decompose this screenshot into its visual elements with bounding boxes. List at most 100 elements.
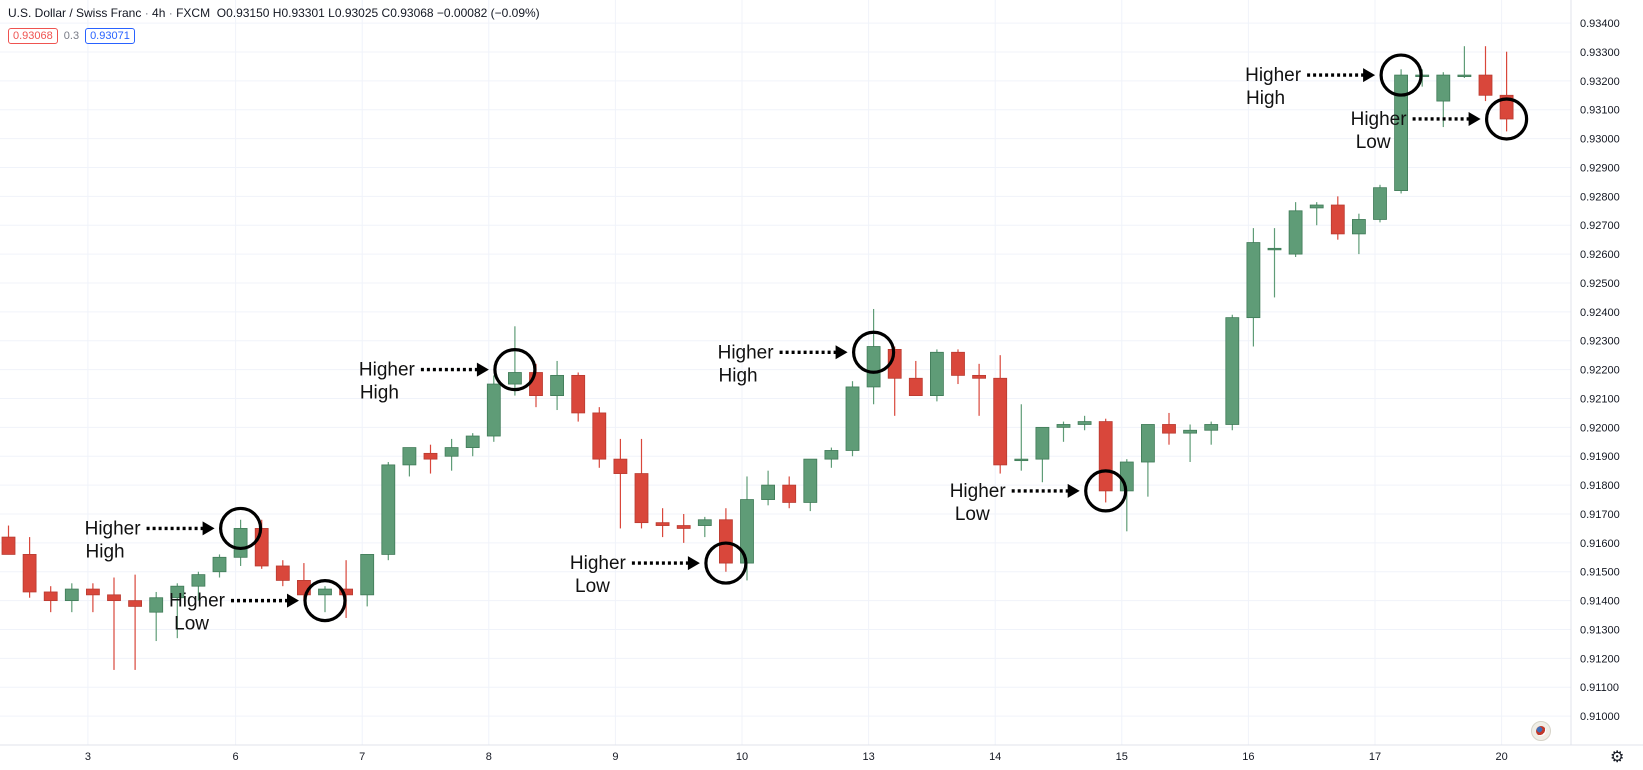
candle-body-down xyxy=(1330,204,1345,235)
annotation-line1: Higher xyxy=(718,342,775,363)
time-tick-label: 10 xyxy=(736,751,748,763)
candle-body-down xyxy=(993,377,1008,466)
candle-body-up xyxy=(233,528,248,558)
price-tick-label: 0.91400 xyxy=(1580,596,1620,608)
price-axis[interactable]: 0.93400 0.93300 0.93200 0.93100 0.93000 0.929… xyxy=(1580,18,1620,723)
candle-body-up xyxy=(381,464,396,555)
candle-body-up xyxy=(803,458,818,503)
candle-body-down xyxy=(254,528,269,567)
price-tick-label: 0.91500 xyxy=(1580,567,1620,579)
annotation-line1: Higher xyxy=(570,553,627,574)
candle-body-up xyxy=(1204,424,1219,431)
candle-body-down xyxy=(529,372,543,397)
candle-body-down xyxy=(339,588,354,596)
annotation-line2: High xyxy=(86,541,125,562)
gear-icon[interactable]: ⚙ xyxy=(1610,749,1625,766)
candle-body-up xyxy=(465,435,480,448)
annotation-line2: Low xyxy=(1356,132,1391,153)
candle-body-up xyxy=(318,588,332,596)
price-tick-label: 0.92300 xyxy=(1580,336,1620,348)
candle-body-up xyxy=(64,588,79,602)
price-tick-label: 0.91200 xyxy=(1580,653,1620,665)
candle-body-up xyxy=(402,447,417,466)
time-tick-label: 14 xyxy=(989,751,1001,763)
candle-body-down xyxy=(128,600,143,607)
price-tick-label: 0.92100 xyxy=(1580,393,1620,405)
ohlc-values: O0.93150 H0.93301 L0.93025 C0.93068 −0.0… xyxy=(216,6,540,20)
spread-value: 0.3 xyxy=(63,30,80,42)
interval-label[interactable]: 4h xyxy=(152,6,166,20)
arrow-head-icon xyxy=(1468,111,1481,126)
price-tick-label: 0.92900 xyxy=(1580,162,1620,174)
price-tick-label: 0.93300 xyxy=(1580,47,1620,59)
annotation-line1: Higher xyxy=(1351,109,1408,130)
candle-body-up xyxy=(1141,424,1155,463)
candle-body-down xyxy=(43,591,58,602)
arrow-head-icon xyxy=(835,345,848,360)
bid-ask-panel: 0.93068 0.3 0.93071 xyxy=(8,28,135,44)
candle-body-down xyxy=(719,519,733,564)
price-tick-label: 0.91900 xyxy=(1580,451,1620,463)
candle-body-up xyxy=(1288,210,1303,255)
annotation-line1: Higher xyxy=(1245,65,1302,86)
candle-body-up xyxy=(507,372,522,385)
symbol-name[interactable]: U.S. Dollar / Swiss Franc xyxy=(8,6,142,20)
marker-circle xyxy=(1484,97,1529,141)
symbol-header: U.S. Dollar / Swiss Franc · 4h · FXCM O0… xyxy=(8,6,540,20)
candle-body-down xyxy=(613,458,628,474)
candle-body-up xyxy=(1077,421,1092,425)
time-tick-label: 9 xyxy=(612,751,618,763)
candle-body-up xyxy=(360,554,375,596)
ask-price-button[interactable]: 0.93071 xyxy=(85,28,135,44)
candle-body-down xyxy=(908,377,923,397)
candle-body-down xyxy=(86,588,100,596)
arrow-head-icon xyxy=(287,593,299,608)
candle-body-up xyxy=(149,597,164,613)
candle-body-up xyxy=(1056,424,1071,428)
time-axis[interactable]: 3 6 7 8 9 10 13 14 15 16 17 20 xyxy=(85,751,1508,763)
bid-price-button[interactable]: 0.93068 xyxy=(8,28,58,44)
candle-body-up xyxy=(930,351,944,397)
annotation-line1: Higher xyxy=(950,481,1007,502)
candle-body-up xyxy=(1457,74,1472,77)
price-tick-label: 0.92800 xyxy=(1580,191,1620,203)
candle-body-up xyxy=(761,484,775,500)
candle-body-up xyxy=(1225,317,1240,425)
time-tick-label: 15 xyxy=(1116,751,1128,763)
candle-body-up xyxy=(845,386,860,451)
candle-body-down xyxy=(951,351,965,376)
candlestick-series xyxy=(1,46,1514,670)
candle-body-up xyxy=(1035,426,1050,460)
price-tick-label: 0.92000 xyxy=(1580,422,1620,434)
candle-body-up xyxy=(1352,219,1366,235)
price-tick-label: 0.92600 xyxy=(1580,249,1620,261)
candle-body-down xyxy=(655,522,670,526)
candle-body-up xyxy=(212,556,227,573)
candle-body-up xyxy=(170,585,185,599)
candle-body-down xyxy=(634,473,649,524)
candle-body-up xyxy=(866,346,881,388)
arrow-head-icon xyxy=(1067,483,1080,498)
candle-body-up xyxy=(1014,458,1029,462)
candle-body-up xyxy=(824,450,839,460)
time-tick-label: 7 xyxy=(359,751,365,763)
candle-body-down xyxy=(1162,424,1176,434)
annotation-line2: Low xyxy=(955,504,990,525)
us-flag-icon[interactable] xyxy=(1531,721,1551,741)
time-tick-label: 20 xyxy=(1495,751,1507,763)
candle-body-down xyxy=(1,536,16,555)
candle-body-down xyxy=(592,412,607,460)
time-tick-label: 17 xyxy=(1369,751,1381,763)
time-tick-label: 16 xyxy=(1242,751,1254,763)
marker-circle xyxy=(1379,53,1423,97)
price-tick-label: 0.91100 xyxy=(1580,682,1619,694)
candle-body-down xyxy=(972,374,986,379)
annotation-line1: Higher xyxy=(359,360,416,381)
annotation-line2: High xyxy=(360,383,399,404)
